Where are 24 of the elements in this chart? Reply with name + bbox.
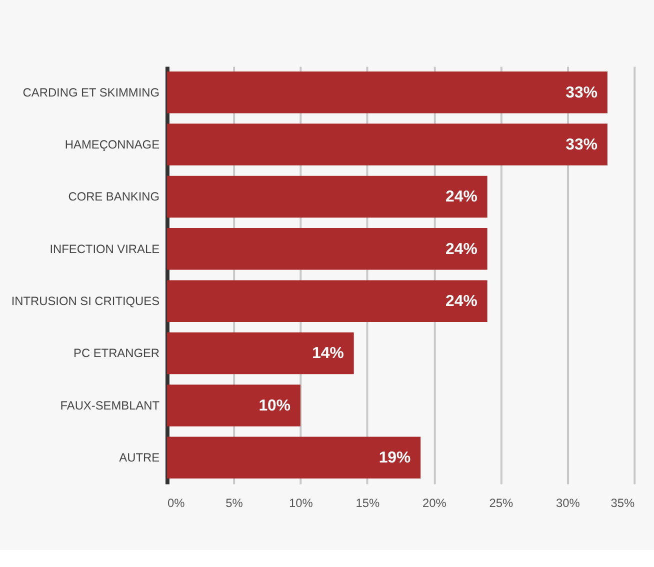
data-label: 24%: [446, 240, 478, 258]
x-tick-label: 25%: [489, 496, 514, 510]
x-tick-label: 0%: [167, 496, 186, 510]
y-tick-label: INTRUSION SI CRITIQUES: [11, 294, 160, 308]
y-tick-label: PC ETRANGER: [74, 346, 160, 360]
y-tick-label: HAMEÇONNAGE: [64, 138, 160, 152]
data-label: 33%: [566, 84, 598, 102]
data-label: 24%: [446, 188, 478, 206]
y-tick-label: INFECTION VIRALE: [50, 242, 160, 256]
data-label: 10%: [258, 397, 291, 414]
x-tick-label: 10%: [289, 496, 314, 510]
y-tick-label: CARDING ET SKIMMING: [22, 85, 160, 100]
y-tick-label: FAUX-SEMBLANT: [60, 398, 160, 412]
x-tick-label: 5%: [226, 496, 244, 510]
x-tick-label: 20%: [422, 496, 447, 510]
x-tick-label: 30%: [556, 496, 580, 510]
x-tick-label: 35%: [610, 496, 636, 510]
data-label: 19%: [378, 450, 411, 467]
data-label: 33%: [566, 136, 598, 154]
y-tick-label: AUTRE: [119, 450, 160, 465]
data-label: 14%: [312, 345, 344, 362]
data-label: 24%: [446, 293, 478, 310]
y-tick-label: CORE BANKING: [68, 190, 160, 204]
x-tick-label: 15%: [356, 496, 380, 510]
